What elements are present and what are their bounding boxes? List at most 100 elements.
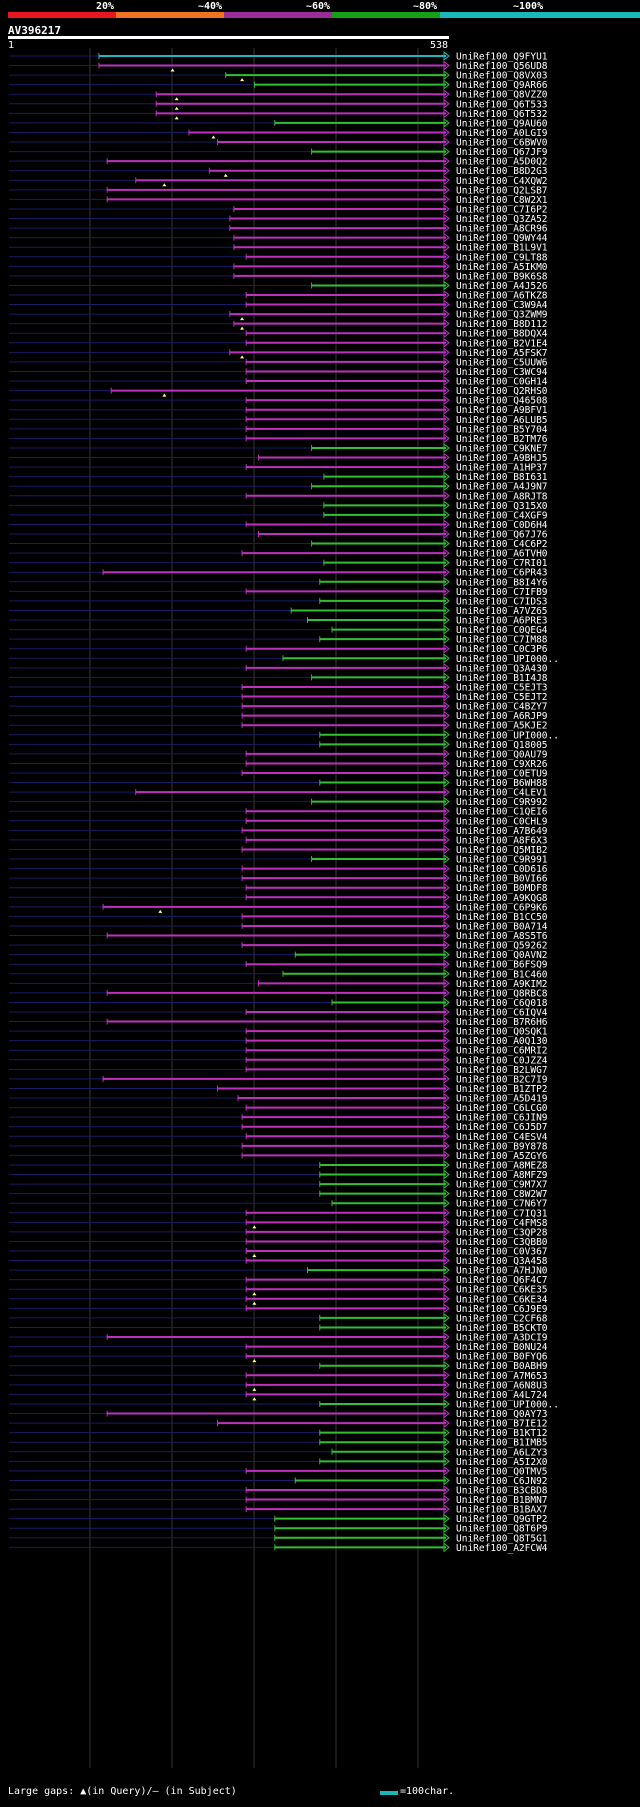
hit-label[interactable]: UniRef100_Q6F4C7 (456, 1275, 548, 1286)
hit-label[interactable]: UniRef100_C5UUW6 (456, 357, 548, 368)
hit-label[interactable]: UniRef100_C7IFB9 (456, 587, 548, 598)
hit-label[interactable]: UniRef100_C6J5D7 (456, 1122, 548, 1133)
hit-label[interactable]: UniRef100_B2V1E4 (456, 338, 548, 349)
hit-label[interactable]: UniRef100_C7IDS3 (456, 596, 548, 607)
hit-label[interactable]: UniRef100_A4J526 (456, 281, 548, 292)
hit-label[interactable]: UniRef100_C7IQ31 (456, 1208, 548, 1219)
hit-label[interactable]: UniRef100_C9XR26 (456, 759, 548, 770)
hit-label[interactable]: UniRef100_B0ABH9 (456, 1361, 548, 1372)
hit-label[interactable]: UniRef100_C7I6P2 (456, 204, 548, 215)
hit-label[interactable]: UniRef100_UPI000.. (456, 654, 559, 665)
hit-label[interactable]: UniRef100_C1QEI6 (456, 807, 548, 818)
hit-label[interactable]: UniRef100_B1L9V1 (456, 243, 548, 254)
hit-label[interactable]: UniRef100_C6LCG0 (456, 1103, 548, 1114)
hit-label[interactable]: UniRef100_C9M7X7 (456, 1180, 548, 1191)
hit-label[interactable]: UniRef100_Q3A458 (456, 1256, 548, 1267)
hit-label[interactable]: UniRef100_Q0AU79 (456, 749, 548, 760)
hit-label[interactable]: UniRef100_B0MDF8 (456, 883, 548, 894)
hit-label[interactable]: UniRef100_A5D0Q2 (456, 157, 548, 168)
hit-label[interactable]: UniRef100_C6MRI2 (456, 1046, 548, 1057)
hit-label[interactable]: UniRef100_C0C3P6 (456, 644, 548, 655)
hit-label[interactable]: UniRef100_Q0TMV5 (456, 1466, 548, 1477)
hit-label[interactable]: UniRef100_B8D2G3 (456, 166, 548, 177)
hit-label[interactable]: UniRef100_Q315X0 (456, 501, 548, 512)
hit-label[interactable]: UniRef100_C6BWV0 (456, 138, 548, 149)
hit-label[interactable]: UniRef100_A6TKZ8 (456, 291, 548, 302)
hit-label[interactable]: UniRef100_C7N6Y7 (456, 1199, 548, 1210)
hit-label[interactable]: UniRef100_C0ETU9 (456, 769, 548, 780)
hit-label[interactable]: UniRef100_C4C6P2 (456, 539, 548, 550)
hit-label[interactable]: UniRef100_A6PRE3 (456, 616, 548, 627)
hit-label[interactable]: UniRef100_C7IM88 (456, 635, 548, 646)
hit-label[interactable]: UniRef100_A6LZY3 (456, 1447, 548, 1458)
hit-label[interactable]: UniRef100_UPI000.. (456, 730, 559, 741)
hit-label[interactable]: UniRef100_C0D6H4 (456, 520, 548, 531)
hit-label[interactable]: UniRef100_A9BFV1 (456, 405, 548, 416)
hit-label[interactable]: UniRef100_C5EJT3 (456, 682, 548, 693)
hit-label[interactable]: UniRef100_C6J9E9 (456, 1304, 548, 1315)
hit-label[interactable]: UniRef100_A9KQG8 (456, 893, 548, 904)
hit-label[interactable]: UniRef100_A9KIM2 (456, 979, 548, 990)
hit-label[interactable]: UniRef100_Q2RHS0 (456, 386, 548, 397)
hit-label[interactable]: UniRef100_A9BHJ5 (456, 453, 548, 464)
hit-label[interactable]: UniRef100_A8S5T6 (456, 931, 548, 942)
hit-label[interactable]: UniRef100_C9KNE7 (456, 443, 548, 454)
hit-label[interactable]: UniRef100_C3W9A4 (456, 300, 548, 311)
hit-label[interactable]: UniRef100_A5IKM0 (456, 262, 548, 273)
hit-label[interactable]: UniRef100_C4ESV4 (456, 1132, 548, 1143)
hit-label[interactable]: UniRef100_B0A714 (456, 921, 548, 932)
hit-label[interactable]: UniRef100_A5I2X0 (456, 1457, 548, 1468)
hit-label[interactable]: UniRef100_A6TVH0 (456, 549, 548, 560)
hit-label[interactable]: UniRef100_Q3A430 (456, 663, 548, 674)
hit-label[interactable]: UniRef100_C9R992 (456, 797, 548, 808)
hit-label[interactable]: UniRef100_C0GH14 (456, 377, 548, 388)
hit-label[interactable]: UniRef100_A4J9N7 (456, 482, 548, 493)
hit-label[interactable]: UniRef100_A8RJT8 (456, 491, 548, 502)
hit-label[interactable]: UniRef100_A1HP37 (456, 463, 548, 474)
hit-label[interactable]: UniRef100_Q6T532 (456, 109, 548, 120)
hit-label[interactable]: UniRef100_C4XQW2 (456, 176, 548, 187)
hit-label[interactable]: UniRef100_Q59262 (456, 941, 548, 952)
hit-label[interactable]: UniRef100_B2TM76 (456, 434, 548, 445)
hit-label[interactable]: UniRef100_A7B649 (456, 826, 548, 837)
hit-label[interactable]: UniRef100_C8W2X1 (456, 195, 548, 206)
hit-label[interactable]: UniRef100_C4LEV1 (456, 788, 548, 799)
hit-label[interactable]: UniRef100_C6Q018 (456, 998, 548, 1009)
hit-label[interactable]: UniRef100_B2C7I9 (456, 1074, 548, 1085)
hit-label[interactable]: UniRef100_A2FCW4 (456, 1543, 548, 1554)
hit-label[interactable]: UniRef100_C3QP28 (456, 1227, 548, 1238)
hit-label[interactable]: UniRef100_B8DQX4 (456, 329, 548, 340)
hit-label[interactable]: UniRef100_UPI000.. (456, 1399, 559, 1410)
hit-label[interactable]: UniRef100_Q8T5G1 (456, 1533, 548, 1544)
hit-label[interactable]: UniRef100_B7IE12 (456, 1419, 548, 1430)
hit-label[interactable]: UniRef100_Q3ZWM9 (456, 310, 548, 321)
hit-label[interactable]: UniRef100_B1BMN7 (456, 1495, 548, 1506)
hit-label[interactable]: UniRef100_A5ZGY6 (456, 1151, 548, 1162)
hit-label[interactable]: UniRef100_Q0AY73 (456, 1409, 548, 1420)
hit-label[interactable]: UniRef100_A8MFZ9 (456, 1170, 548, 1181)
hit-label[interactable]: UniRef100_Q67JF9 (456, 147, 548, 158)
hit-label[interactable]: UniRef100_A4L724 (456, 1390, 548, 1401)
hit-label[interactable]: UniRef100_Q9FYU1 (456, 52, 548, 63)
hit-label[interactable]: UniRef100_C0D616 (456, 864, 548, 875)
hit-label[interactable]: UniRef100_Q3ZA52 (456, 214, 548, 225)
hit-label[interactable]: UniRef100_C5EJT2 (456, 692, 548, 703)
hit-label[interactable]: UniRef100_C0QEG4 (456, 625, 548, 636)
hit-label[interactable]: UniRef100_B6FSQ9 (456, 960, 548, 971)
hit-label[interactable]: UniRef100_A5D419 (456, 1094, 548, 1105)
hit-label[interactable]: UniRef100_Q5MIB2 (456, 845, 548, 856)
hit-label[interactable]: UniRef100_C0V367 (456, 1247, 548, 1258)
hit-label[interactable]: UniRef100_B0VI66 (456, 874, 548, 885)
hit-label[interactable]: UniRef100_B3CBD8 (456, 1486, 548, 1497)
hit-label[interactable]: UniRef100_B0FYQ6 (456, 1352, 548, 1363)
hit-label[interactable]: UniRef100_Q8RBC8 (456, 988, 548, 999)
hit-label[interactable]: UniRef100_B1BAX7 (456, 1505, 548, 1516)
hit-label[interactable]: UniRef100_C9LT88 (456, 252, 548, 263)
hit-label[interactable]: UniRef100_A3DCI9 (456, 1333, 548, 1344)
hit-label[interactable]: UniRef100_Q0AVN2 (456, 950, 548, 961)
hit-label[interactable]: UniRef100_A5FSK7 (456, 348, 548, 359)
hit-label[interactable]: UniRef100_C0JZZ4 (456, 1055, 548, 1066)
hit-label[interactable]: UniRef100_B6WH88 (456, 778, 548, 789)
hit-label[interactable]: UniRef100_C6KE35 (456, 1285, 548, 1296)
hit-label[interactable]: UniRef100_C4FMS8 (456, 1218, 548, 1229)
